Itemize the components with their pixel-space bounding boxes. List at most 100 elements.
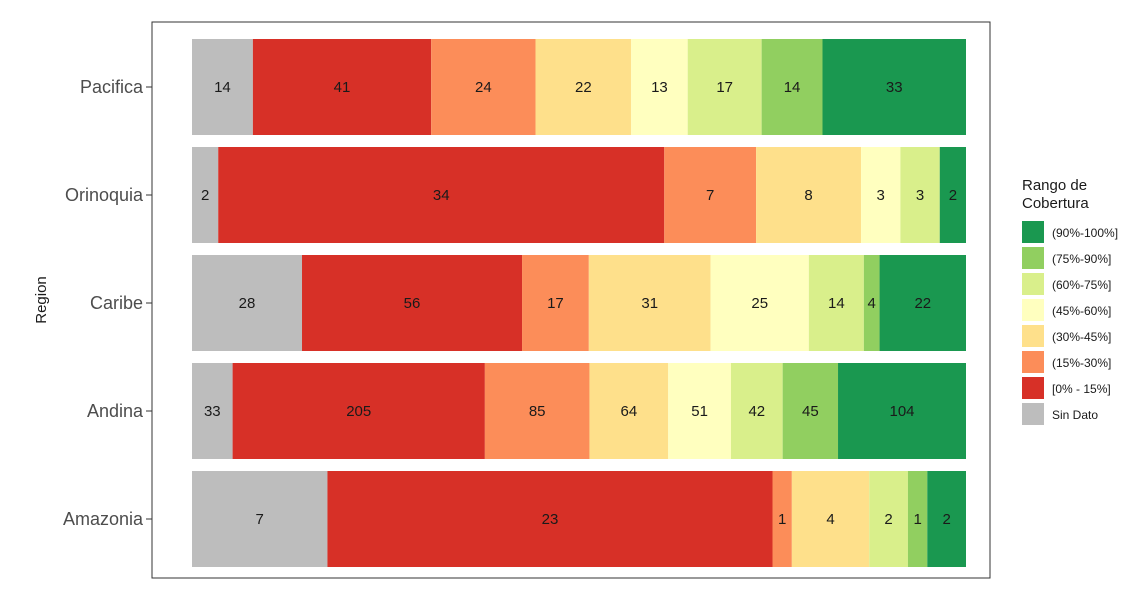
data-label-amazonia-90-100: 2 (942, 511, 950, 528)
bar-segment-orinoquia-90-100 (939, 147, 966, 243)
data-label-andina-75-90: 45 (802, 403, 819, 420)
bar-segment-caribe-30-45 (588, 255, 711, 351)
bar-segment-pacifica-45-60 (631, 39, 688, 135)
legend-swatch-90-100 (1022, 221, 1044, 243)
bar-segment-amazonia-60-75 (869, 471, 908, 567)
data-label-andina-0-15: 205 (346, 403, 371, 420)
bar-segment-pacifica-sin-dato (192, 39, 253, 135)
bar-segment-caribe-75-90 (863, 255, 880, 351)
data-label-pacifica-60-75: 17 (716, 79, 733, 96)
data-label-caribe-30-45: 31 (641, 295, 658, 312)
data-label-amazonia-0-15: 23 (542, 511, 559, 528)
bar-segment-amazonia-0-15 (327, 471, 773, 567)
data-label-andina-45-60: 51 (691, 403, 708, 420)
bar-segment-pacifica-90-100 (822, 39, 966, 135)
data-label-amazonia-30-45: 4 (826, 511, 834, 528)
y-axis-ticks: Pacifica Orinoquia Caribe Andina Amazonia (63, 77, 152, 529)
bar-segment-amazonia-15-30 (772, 471, 792, 567)
y-tick-label-andina: Andina (87, 401, 144, 421)
bar-segment-caribe-0-15 (302, 255, 523, 351)
bar-segment-andina-75-90 (782, 363, 839, 459)
data-label-caribe-90-100: 22 (914, 295, 931, 312)
data-label-andina-30-45: 64 (620, 403, 637, 420)
data-label-caribe-60-75: 14 (828, 295, 845, 312)
data-label-orinoquia-60-75: 3 (916, 187, 924, 204)
bar-segment-amazonia-30-45 (791, 471, 870, 567)
legend-label-60-75: (60%-75%] (1052, 278, 1111, 292)
bar-segment-caribe-60-75 (808, 255, 864, 351)
bar-segment-orinoquia-sin-dato (192, 147, 219, 243)
legend-swatch-30-45 (1022, 325, 1044, 347)
bar-segment-orinoquia-15-30 (664, 147, 757, 243)
data-label-amazonia-15-30: 1 (778, 511, 786, 528)
data-label-pacifica-0-15: 41 (334, 79, 351, 96)
legend-swatch-45-60 (1022, 299, 1044, 321)
legend-label-90-100: (90%-100%] (1052, 226, 1118, 240)
legend-label-sin-dato: Sin Dato (1052, 408, 1098, 422)
legend-label-0-15: [0% - 15%] (1052, 382, 1111, 396)
data-label-orinoquia-30-45: 8 (804, 187, 812, 204)
bar-segment-andina-sin-dato (192, 363, 233, 459)
legend-swatch-60-75 (1022, 273, 1044, 295)
data-label-caribe-0-15: 56 (404, 295, 421, 312)
bar-segment-orinoquia-0-15 (218, 147, 665, 243)
bar-segment-andina-90-100 (838, 363, 966, 459)
data-label-orinoquia-90-100: 2 (949, 187, 957, 204)
data-label-orinoquia-15-30: 7 (706, 187, 714, 204)
legend-label-30-45: (30%-45%] (1052, 330, 1111, 344)
bar-segment-caribe-45-60 (710, 255, 809, 351)
data-label-orinoquia-sin-dato: 2 (201, 187, 209, 204)
data-label-amazonia-60-75: 2 (884, 511, 892, 528)
y-tick-label-caribe: Caribe (90, 293, 143, 313)
legend-title: Cobertura (1022, 195, 1089, 212)
bar-segment-andina-45-60 (668, 363, 731, 459)
bar-segment-andina-60-75 (730, 363, 783, 459)
y-axis-title: Region (33, 276, 50, 324)
data-label-andina-sin-dato: 33 (204, 403, 221, 420)
bar-segment-amazonia-75-90 (907, 471, 928, 567)
data-label-caribe-15-30: 17 (547, 295, 564, 312)
legend-swatch-15-30 (1022, 351, 1044, 373)
bar-segment-andina-0-15 (232, 363, 485, 459)
bar-segment-pacifica-30-45 (535, 39, 632, 135)
data-label-pacifica-sin-dato: 14 (214, 79, 231, 96)
data-label-pacifica-30-45: 22 (575, 79, 592, 96)
bar-segments: 14 41 24 22 13 17 14 332 34 7 8 3 3 228 56 17 31 25 14 4 223… (192, 39, 966, 567)
legend-swatch-75-90 (1022, 247, 1044, 269)
data-label-caribe-45-60: 25 (751, 295, 768, 312)
bar-segment-orinoquia-45-60 (861, 147, 901, 243)
data-label-pacifica-45-60: 13 (651, 79, 668, 96)
bar-segment-pacifica-15-30 (431, 39, 536, 135)
y-tick-label-orinoquia: Orinoquia (65, 185, 144, 205)
data-label-andina-90-100: 104 (889, 403, 914, 420)
legend-swatch-sin-dato (1022, 403, 1044, 425)
data-label-caribe-sin-dato: 28 (239, 295, 256, 312)
bar-segment-pacifica-0-15 (252, 39, 432, 135)
legend-swatch-0-15 (1022, 377, 1044, 399)
legend-label-75-90: (75%-90%] (1052, 252, 1111, 266)
bar-segment-caribe-90-100 (879, 255, 966, 351)
bar-segment-pacifica-60-75 (687, 39, 762, 135)
bar-segment-caribe-sin-dato (192, 255, 303, 351)
data-label-pacifica-15-30: 24 (475, 79, 492, 96)
data-label-pacifica-90-100: 33 (886, 79, 903, 96)
bar-segment-amazonia-90-100 (927, 471, 966, 567)
data-label-amazonia-sin-dato: 7 (256, 511, 264, 528)
data-label-pacifica-75-90: 14 (784, 79, 801, 96)
data-label-andina-15-30: 85 (529, 403, 546, 420)
data-label-amazonia-75-90: 1 (913, 511, 921, 528)
data-label-andina-60-75: 42 (748, 403, 765, 420)
data-label-orinoquia-0-15: 34 (433, 187, 450, 204)
legend-title: Rango de (1022, 177, 1087, 194)
bar-segment-caribe-15-30 (522, 255, 589, 351)
bar-segment-andina-30-45 (589, 363, 669, 459)
bar-segment-orinoquia-60-75 (900, 147, 940, 243)
bar-segment-orinoquia-30-45 (756, 147, 862, 243)
y-tick-label-amazonia: Amazonia (63, 509, 144, 529)
legend-label-45-60: (45%-60%] (1052, 304, 1111, 318)
bar-segment-pacifica-75-90 (761, 39, 823, 135)
data-label-orinoquia-45-60: 3 (877, 187, 885, 204)
data-label-caribe-75-90: 4 (868, 295, 876, 312)
bar-segment-andina-15-30 (484, 363, 590, 459)
